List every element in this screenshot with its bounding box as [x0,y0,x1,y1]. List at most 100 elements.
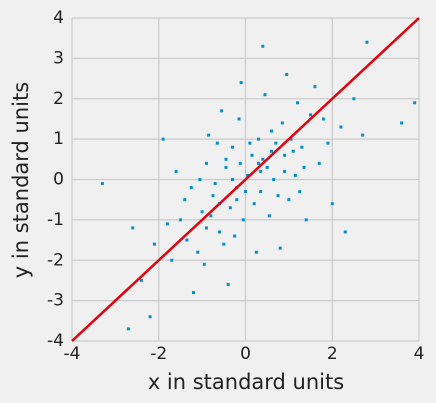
scatter-point [265,165,269,169]
scatter-point [222,242,226,246]
y-tick-label: 4 [53,8,64,28]
scatter-point [263,93,267,97]
scatter-point [196,250,200,254]
scatter-point [365,40,369,44]
y-tick-label: -2 [47,250,64,270]
scatter-point [296,101,300,105]
scatter-point [200,210,204,214]
y-tick-label: 2 [53,89,64,109]
scatter-point [215,141,219,145]
scatter-point [217,230,221,234]
y-tick-label: 1 [53,129,64,149]
scatter-point [252,202,256,206]
scatter-point [148,315,152,319]
scatter-point [283,169,287,173]
scatter-point [152,242,156,246]
scatter-point [285,73,289,77]
scatter-point [100,182,104,186]
scatter-point [272,178,276,181]
scatter-point [352,97,356,101]
scatter-point [280,121,284,125]
y-tick-label: 0 [53,170,64,190]
y-axis-label: y in standard units [9,82,33,278]
scatter-point [248,141,252,145]
x-tick-label: -4 [64,344,81,364]
scatter-point [298,190,302,194]
scatter-point [209,214,213,218]
scatter-point [259,169,263,173]
x-tick-label: 2 [327,344,338,364]
scatter-point [257,137,261,141]
scatter-point [202,262,206,266]
scatter-point [283,153,287,157]
scatter-point [313,85,317,89]
scatter-point [224,165,228,169]
y-tick-label: -3 [47,291,64,311]
scatter-point [191,291,195,295]
scatter-point [224,157,228,161]
scatter-point [413,101,417,105]
scatter-point [235,198,239,202]
scatter-point [250,153,254,157]
scatter-point [233,234,237,238]
scatter-point [139,278,143,282]
scatter-point [183,198,187,202]
scatter-point [261,157,265,161]
scatter-point [246,173,250,177]
scatter-point [185,238,189,242]
scatter-point [161,137,165,141]
scatter-point [261,44,265,48]
scatter-point [239,81,243,85]
scatter-point [317,161,321,165]
scatter-point [238,161,242,165]
y-tick-label: 3 [53,48,64,68]
scatter-point [330,202,334,206]
scatter-point [400,121,404,125]
x-tick-label: -2 [150,344,167,364]
y-tick-label: -1 [47,210,64,230]
scatter-point [274,141,278,145]
scatter-point [267,214,271,218]
scatter-point [126,327,130,331]
scatter-point [278,246,282,250]
scatter-point [302,165,306,169]
scatter-point [228,206,232,210]
scatter-point [257,161,261,165]
scatter-point [230,145,234,149]
scatter-point [220,109,224,113]
scatter-point [241,218,245,222]
scatter-point [174,169,178,173]
scatter-point [211,194,215,198]
scatter-point [293,173,297,177]
scatter-point [361,133,365,137]
scatter-point [309,113,313,117]
scatter-point [322,117,326,121]
scatter-point [326,141,330,145]
scatter-point [213,182,217,186]
scatter-point [170,258,174,262]
scatter-point [300,145,304,149]
scatter-point [343,230,347,234]
scatter-point [291,149,295,153]
scatter-point [259,190,263,194]
scatter-point [230,178,234,181]
scatter-point [287,198,291,202]
scatter-point [204,161,208,165]
scatter-point [226,282,230,286]
scatter-point [237,117,241,121]
y-tick-label: -4 [47,331,64,351]
scatter-point [254,250,258,254]
scatter-point [289,137,293,141]
x-tick-label: 4 [414,344,425,364]
scatter-point [198,178,202,181]
scatter-point [270,129,274,133]
scatter-point [178,218,182,222]
scatter-point [270,149,274,153]
scatter-point [165,222,169,226]
scatter-point [189,186,193,190]
x-axis-label: x in standard units [148,370,344,394]
scatter-point [204,226,208,230]
